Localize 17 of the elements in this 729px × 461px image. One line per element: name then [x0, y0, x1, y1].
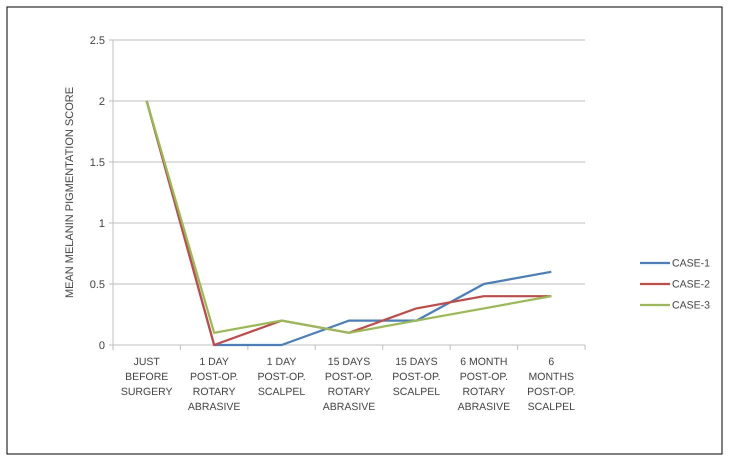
legend-label: CASE-3: [672, 300, 710, 312]
x-tick-label: 1 DAY POST-OP. SCALPEL: [257, 356, 306, 398]
x-tick-label: 6 MONTH POST-OP. ROTARY ABRASIVE: [458, 356, 510, 413]
y-tick-label: 2.5: [90, 34, 105, 47]
legend-label: CASE-1: [672, 258, 710, 270]
y-tick-label: 0: [98, 340, 105, 352]
x-tick-label: 15 DAYS POST-OP. ROTARY ABRASIVE: [322, 356, 376, 413]
x-tick-label: 15 DAYS POST-OP. SCALPEL: [392, 356, 441, 398]
x-tick-label: 6 MONTHS POST-OP. SCALPEL: [527, 356, 576, 413]
x-tick-label: JUST BEFORE SURGERY: [120, 356, 173, 398]
x-tick-label: 1 DAY POST-OP. ROTARY ABRASIVE: [188, 356, 240, 413]
y-tick-label: 0.5: [90, 278, 105, 291]
legend-label: CASE-2: [672, 278, 710, 291]
y-tick-label: 2: [98, 96, 105, 108]
y-tick-label: 1: [98, 218, 105, 230]
y-axis-title: MEAN MELANIN PIGMENTATION SCORE: [64, 86, 76, 298]
y-tick-label: 1.5: [90, 156, 105, 169]
